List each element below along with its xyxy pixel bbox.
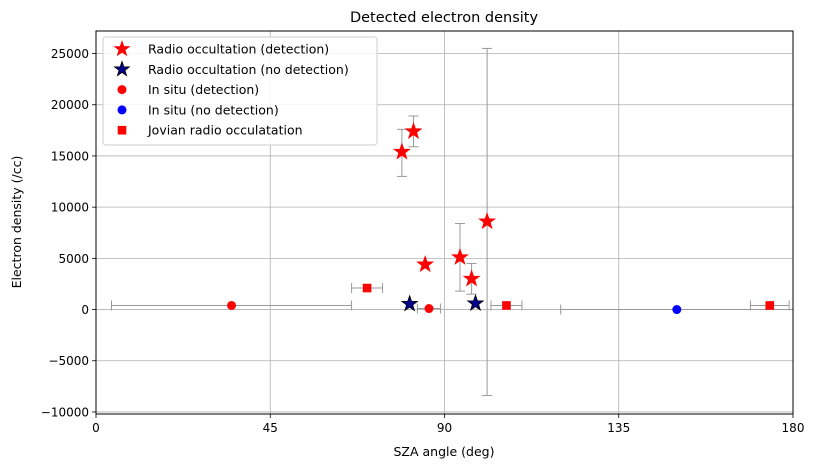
chart-title: Detected electron density xyxy=(350,10,539,26)
data-point-star xyxy=(478,212,497,230)
x-tick-label: 135 xyxy=(607,421,630,435)
data-point-circle xyxy=(672,305,682,315)
y-tick-label: 20000 xyxy=(51,98,89,112)
data-point-star xyxy=(400,294,419,312)
legend-marker-circle xyxy=(117,105,127,115)
legend-box xyxy=(102,36,378,146)
legend-label: In situ (detection) xyxy=(148,82,259,97)
data-point-square xyxy=(502,301,511,310)
data-point-star xyxy=(466,293,485,312)
data-point-circle xyxy=(424,304,434,314)
x-tick-label: 90 xyxy=(437,421,452,435)
x-tick-label: 0 xyxy=(92,421,100,435)
data-point-circle xyxy=(227,300,237,310)
data-point-star xyxy=(416,255,435,273)
legend-label: Radio occultation (detection) xyxy=(148,42,329,57)
legend-marker-circle xyxy=(117,85,127,95)
y-tick-label: 15000 xyxy=(51,149,89,163)
x-tick-label: 45 xyxy=(263,421,278,435)
y-tick-label: −5000 xyxy=(48,354,89,368)
data-point-star xyxy=(392,142,411,160)
data-point-star xyxy=(462,269,481,287)
data-point-square xyxy=(362,283,372,293)
y-tick-label: 0 xyxy=(81,303,89,317)
y-axis-label: Electron density (/cc) xyxy=(9,156,24,289)
legend: Radio occultation (detection) Radio occul… xyxy=(102,36,378,146)
legend-label: Jovian radio occulatation xyxy=(147,123,303,138)
data-markers xyxy=(227,121,775,315)
y-tick-label: 25000 xyxy=(51,47,89,61)
y-tick-label: 5000 xyxy=(58,252,89,266)
x-axis-label: SZA angle (deg) xyxy=(394,444,495,459)
legend-marker-star xyxy=(113,60,131,77)
data-point-star xyxy=(451,247,469,265)
y-tick-label: −10000 xyxy=(41,405,89,419)
data-point-square xyxy=(765,301,775,310)
x-axis-ticks: 0 45 90 135 180 xyxy=(92,414,804,435)
grid-lines xyxy=(95,31,794,414)
legend-label: In situ (no detection) xyxy=(148,102,279,117)
y-axis-ticks: −10000 −5000 0 5000 10000 15000 20000 25000 xyxy=(41,47,96,419)
legend-marker-star xyxy=(113,39,131,57)
x-tick-label: 180 xyxy=(782,421,805,435)
legend-label: Radio occultation (no detection) xyxy=(148,62,349,77)
data-point-star xyxy=(404,121,423,139)
y-tick-label: 10000 xyxy=(51,201,89,215)
legend-marker-square xyxy=(117,125,127,135)
